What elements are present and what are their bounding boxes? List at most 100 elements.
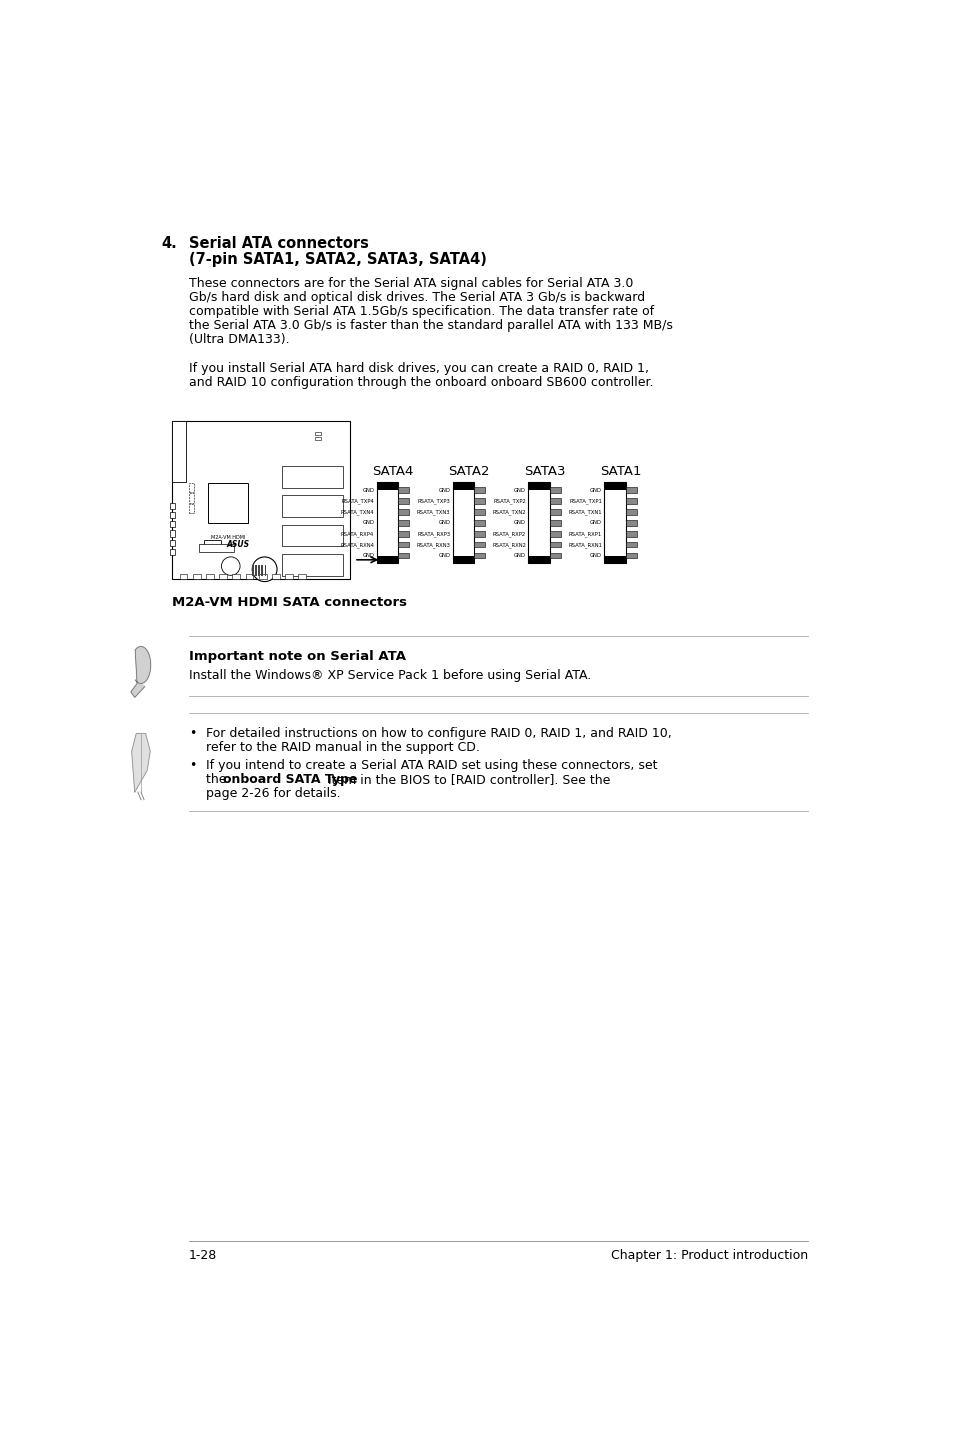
Bar [376, 483, 397, 490]
Text: refer to the RAID manual in the support CD.: refer to the RAID manual in the support … [206, 741, 479, 754]
Text: and RAID 10 configuration through the onboard onboard SB600 controller.: and RAID 10 configuration through the on… [189, 375, 653, 388]
Text: item in the BIOS to [RAID controller]. See the: item in the BIOS to [RAID controller]. S… [323, 774, 610, 787]
Text: RSATA_TXN4: RSATA_TXN4 [340, 509, 374, 515]
Bar [272, 574, 279, 578]
Bar [179, 574, 187, 578]
Bar [625, 531, 637, 536]
Bar [625, 554, 637, 558]
Bar [474, 554, 484, 558]
Text: RSATA_RXP1: RSATA_RXP1 [568, 531, 601, 536]
Circle shape [252, 557, 276, 581]
Text: GND: GND [437, 554, 450, 558]
Bar [255, 565, 257, 575]
Bar [298, 574, 306, 578]
Circle shape [221, 557, 240, 575]
Bar [550, 499, 560, 503]
Text: GND: GND [437, 521, 450, 525]
Polygon shape [131, 647, 151, 697]
Bar [314, 437, 320, 440]
Bar [219, 574, 227, 578]
Text: Install the Windows® XP Service Pack 1 before using Serial ATA.: Install the Windows® XP Service Pack 1 b… [189, 669, 591, 682]
Polygon shape [132, 733, 150, 792]
Text: RSATA_TXP3: RSATA_TXP3 [417, 498, 450, 503]
Bar [206, 574, 213, 578]
Text: RSATA_TXN2: RSATA_TXN2 [492, 509, 525, 515]
Text: SATA1: SATA1 [599, 464, 640, 477]
Bar [171, 549, 174, 555]
Bar [282, 466, 343, 487]
Bar [550, 487, 560, 493]
Bar [233, 574, 240, 578]
Text: SATA2: SATA2 [448, 464, 489, 477]
Text: Important note on Serial ATA: Important note on Serial ATA [189, 650, 406, 663]
Text: GND: GND [590, 554, 601, 558]
Text: compatible with Serial ATA 1.5Gb/s specification. The data transfer rate of: compatible with Serial ATA 1.5Gb/s speci… [189, 305, 654, 318]
Text: M2A-VM HDMI: M2A-VM HDMI [211, 535, 246, 539]
Bar [376, 555, 397, 564]
Text: (7-pin SATA1, SATA2, SATA3, SATA4): (7-pin SATA1, SATA2, SATA3, SATA4) [189, 252, 486, 267]
Bar [189, 493, 193, 503]
Text: GND: GND [590, 521, 601, 525]
Bar [625, 487, 637, 493]
Bar [397, 487, 409, 493]
Text: SATA3: SATA3 [523, 464, 565, 477]
Text: RSATA_TXP1: RSATA_TXP1 [569, 498, 601, 503]
Text: RSATA_TXP4: RSATA_TXP4 [341, 498, 374, 503]
Text: RSATA_RXN2: RSATA_RXN2 [492, 542, 525, 548]
Text: For detailed instructions on how to configure RAID 0, RAID 1, and RAID 10,: For detailed instructions on how to conf… [206, 726, 671, 739]
Bar [474, 509, 484, 515]
Bar [474, 521, 484, 526]
Bar [258, 565, 260, 575]
Text: the Serial ATA 3.0 Gb/s is faster than the standard parallel ATA with 133 MB/s: the Serial ATA 3.0 Gb/s is faster than t… [189, 319, 672, 332]
Bar [204, 539, 221, 551]
Bar [397, 542, 409, 548]
Bar [208, 483, 248, 523]
Bar [397, 531, 409, 536]
Bar [625, 499, 637, 503]
Bar [282, 496, 343, 518]
Bar [452, 483, 474, 564]
Bar [245, 574, 253, 578]
Bar [314, 433, 320, 436]
Text: GND: GND [362, 521, 374, 525]
Text: •: • [189, 759, 196, 772]
Bar [474, 499, 484, 503]
Bar [550, 531, 560, 536]
Bar [625, 509, 637, 515]
Text: RSATA_TXN1: RSATA_TXN1 [568, 509, 601, 515]
Text: RSATA_RXN4: RSATA_RXN4 [340, 542, 374, 548]
Bar [261, 565, 263, 575]
Bar [604, 483, 625, 490]
Bar [550, 509, 560, 515]
Bar [171, 531, 174, 536]
Bar [397, 554, 409, 558]
Bar [285, 574, 293, 578]
Bar [171, 521, 174, 528]
Bar [550, 542, 560, 548]
Bar [252, 565, 253, 575]
Text: RSATA_RXP3: RSATA_RXP3 [416, 531, 450, 536]
Bar [604, 483, 625, 564]
Text: GND: GND [590, 487, 601, 493]
Bar [282, 554, 343, 575]
Bar [376, 483, 397, 564]
Bar [474, 531, 484, 536]
Bar [189, 483, 193, 492]
Text: ASUS: ASUS [226, 541, 249, 549]
Bar [193, 574, 200, 578]
Bar [625, 542, 637, 548]
Text: onboard SATA Type: onboard SATA Type [223, 774, 357, 787]
Text: RSATA_RXP2: RSATA_RXP2 [493, 531, 525, 536]
Bar [172, 421, 350, 578]
Bar [198, 544, 233, 552]
Text: GND: GND [514, 487, 525, 493]
Bar [282, 525, 343, 546]
Bar [528, 483, 550, 564]
Bar [397, 499, 409, 503]
Text: Gb/s hard disk and optical disk drives. The Serial ATA 3 Gb/s is backward: Gb/s hard disk and optical disk drives. … [189, 290, 644, 303]
Bar [171, 503, 174, 509]
Text: M2A-VM HDMI SATA connectors: M2A-VM HDMI SATA connectors [172, 595, 407, 608]
Text: the: the [206, 774, 231, 787]
Bar [550, 554, 560, 558]
Text: RSATA_TXN3: RSATA_TXN3 [416, 509, 450, 515]
